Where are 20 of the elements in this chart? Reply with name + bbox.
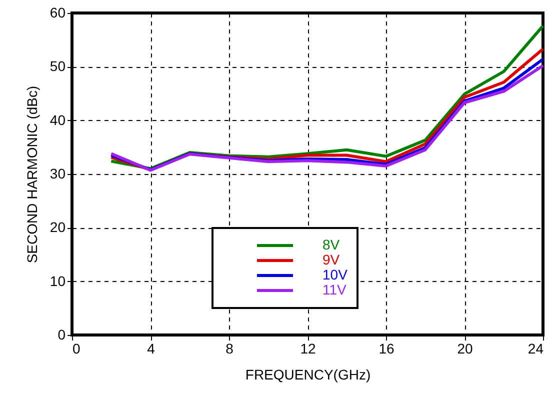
y-tick-label: 0 (58, 326, 66, 342)
y-axis-title: SECOND HARMONIC (dBc) (24, 86, 40, 264)
x-tick-label: 4 (147, 340, 156, 356)
y-tick-label: 10 (50, 272, 66, 289)
y-tick-label: 40 (50, 112, 66, 128)
legend-label: 10V (322, 266, 348, 282)
x-tick-label: 24 (528, 340, 544, 356)
y-tick-label: 20 (50, 219, 66, 236)
x-tick-label: 0 (72, 340, 80, 356)
legend-label: 11V (322, 282, 348, 298)
x-axis-title: FREQUENCY(GHz) (245, 366, 371, 382)
legend-label: 9V (322, 252, 340, 268)
y-tick-label: 30 (50, 166, 66, 182)
x-tick-label: 20 (457, 340, 473, 356)
x-tick-label: 8 (226, 340, 234, 356)
y-tick-label: 60 (50, 4, 66, 20)
x-tick-label: 16 (378, 340, 394, 356)
legend-label: 8V (322, 236, 340, 252)
y-tick-label: 50 (50, 58, 66, 74)
x-tick-label: 12 (300, 340, 316, 356)
